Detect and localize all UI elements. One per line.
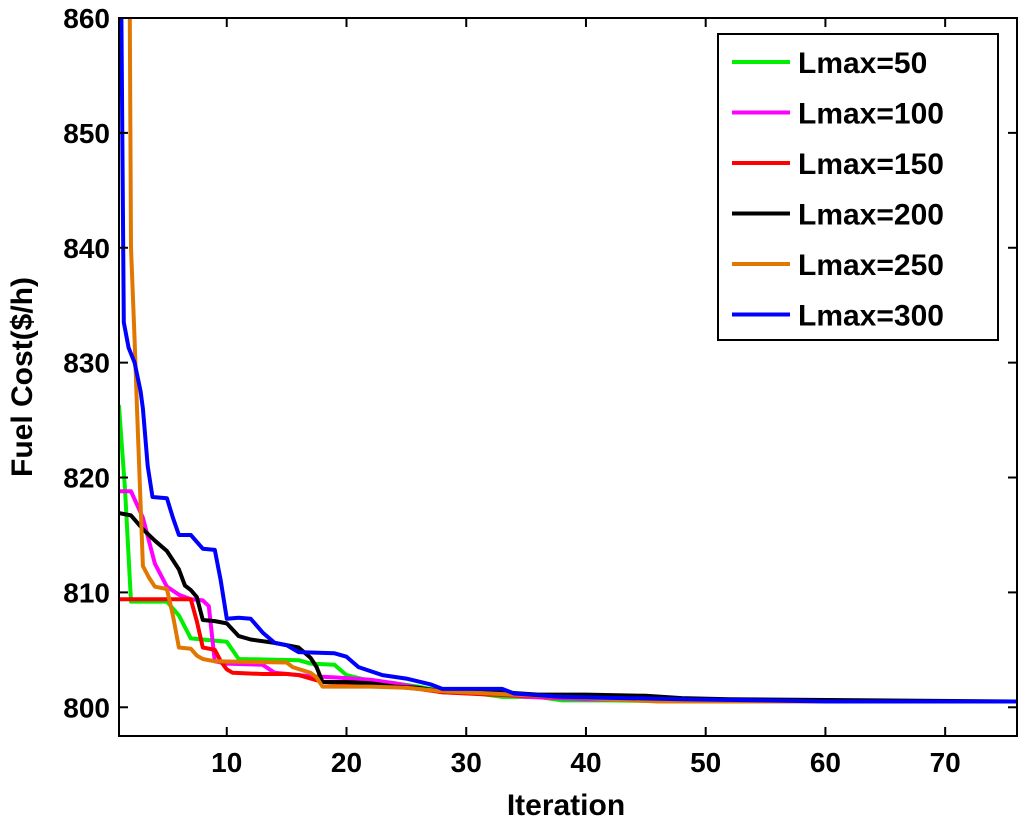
legend-box [717,33,999,341]
x-tick-label: 70 [930,747,961,778]
plot-frame [118,17,1018,737]
x-tick-label: 60 [810,747,841,778]
series-line-lmax-250 [127,18,1017,704]
series-layer [119,18,1017,704]
y-axis-title: Fuel Cost($/h) [6,277,39,477]
y-tick-label: 850 [63,118,110,149]
x-tick-label: 50 [690,747,721,778]
legend: Lmax=50 Lmax=100 Lmax=150 Lmax=200 Lmax=250 L… [717,33,999,341]
x-axis-title: Iteration [507,789,625,822]
legend-label-lmax-250: Lmax=250 [798,249,944,282]
legend-label-lmax-200: Lmax=200 [798,199,944,232]
x-tick-label: 10 [211,747,242,778]
y-tick-label: 840 [63,233,110,264]
legend-label-lmax-50: Lmax=50 [798,47,927,80]
y-tick-label: 830 [63,348,110,379]
y-tick-label: 800 [63,692,110,723]
legend-label-lmax-150: Lmax=150 [798,148,944,181]
x-tick-label: 40 [570,747,601,778]
y-tick-label: 820 [63,463,110,494]
y-tick-label: 810 [63,577,110,608]
legend-label-lmax-300: Lmax=300 [798,300,944,333]
series-line-lmax-300 [119,18,1017,704]
y-tick-label: 860 [63,3,110,34]
x-tick-label: 20 [331,747,362,778]
tick-layer: 10 20 30 40 50 60 70 800 810 820 830 840 850 860 [63,3,1017,778]
x-tick-label: 30 [451,747,482,778]
legend-label-lmax-100: Lmax=100 [798,98,944,131]
